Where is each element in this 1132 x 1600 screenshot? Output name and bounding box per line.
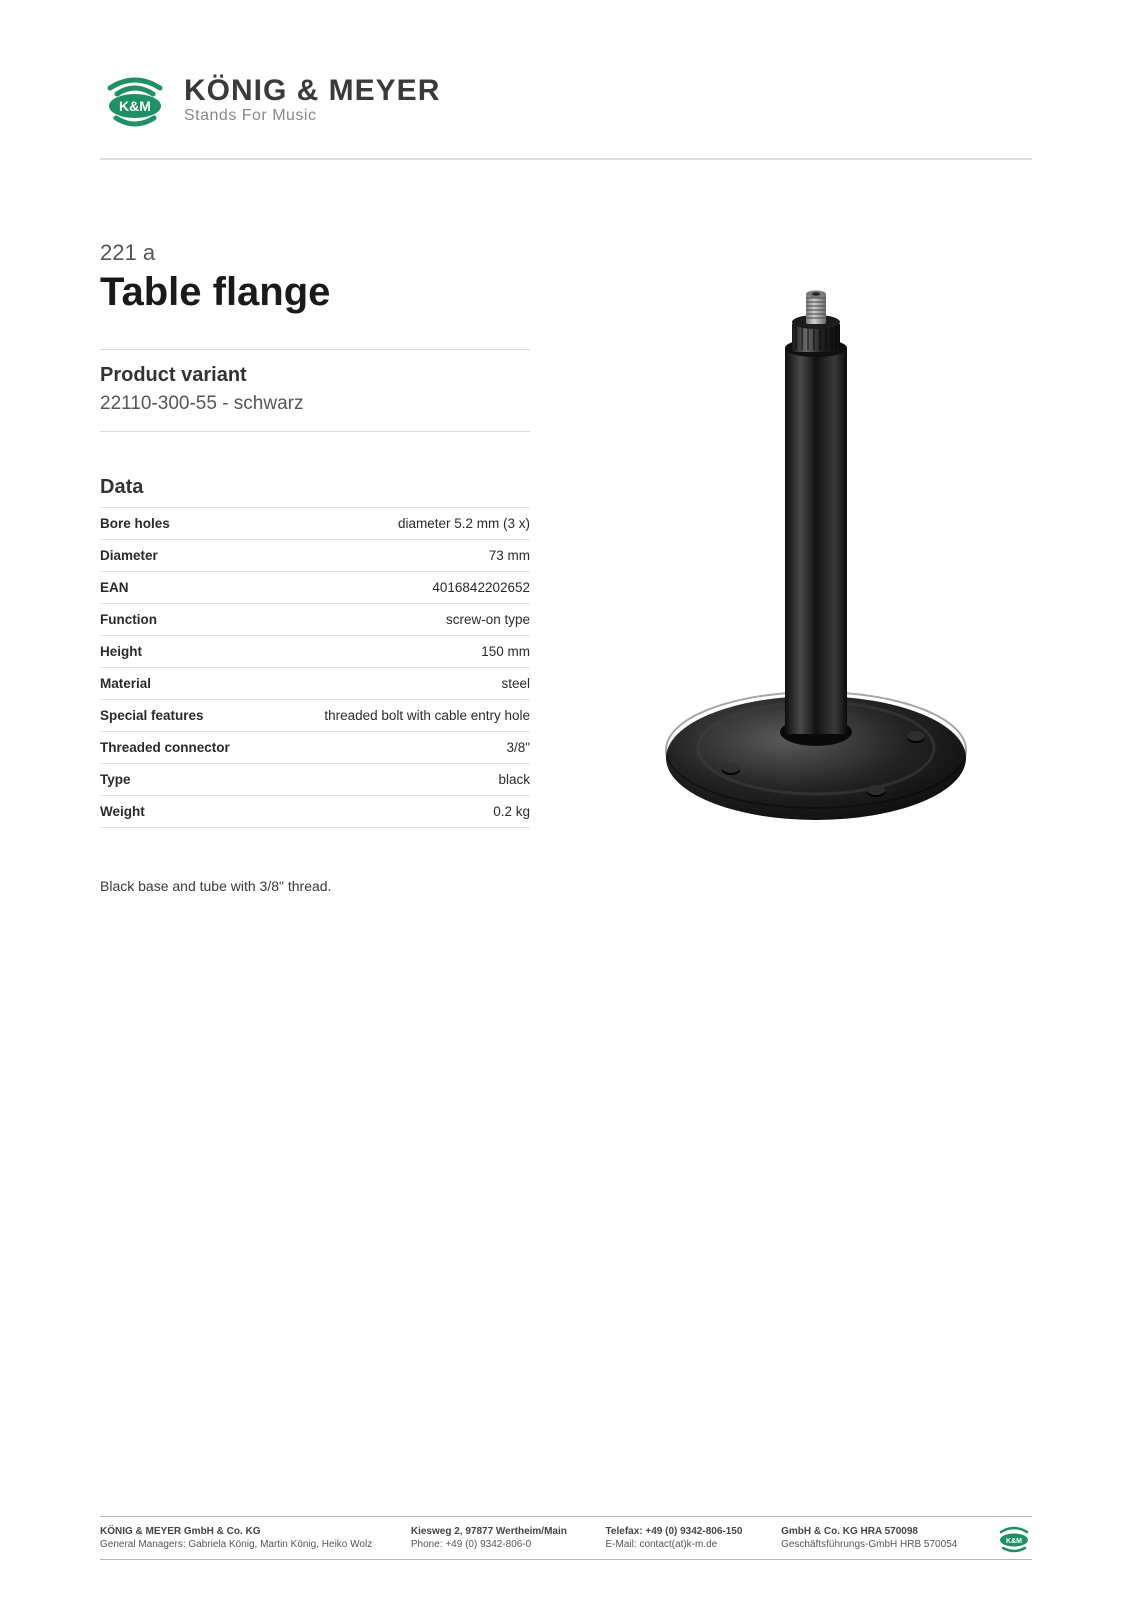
spec-value: 0.2 kg (266, 796, 530, 828)
spec-value: diameter 5.2 mm (3 x) (266, 508, 530, 540)
table-row: Functionscrew-on type (100, 604, 530, 636)
logo-tagline: Stands For Music (184, 108, 440, 124)
product-description: Black base and tube with 3/8" thread. (100, 878, 530, 894)
spec-value: threaded bolt with cable entry hole (266, 700, 530, 732)
table-row: Weight0.2 kg (100, 796, 530, 828)
variant-heading: Product variant (100, 364, 530, 387)
spec-value: 4016842202652 (266, 572, 530, 604)
top-divider (100, 158, 1032, 160)
spec-label: Threaded connector (100, 732, 266, 764)
product-code: 221 a (100, 240, 530, 266)
spec-label: Function (100, 604, 266, 636)
spec-value: 73 mm (266, 540, 530, 572)
spec-label: Weight (100, 796, 266, 828)
spec-table: Bore holesdiameter 5.2 mm (3 x)Diameter7… (100, 507, 530, 828)
table-row: Height150 mm (100, 636, 530, 668)
product-image (646, 280, 986, 840)
table-row: Diameter73 mm (100, 540, 530, 572)
spec-label: Diameter (100, 540, 266, 572)
footer-col-address: Kiesweg 2, 97877 Wertheim/Main Phone: +4… (411, 1525, 567, 1552)
table-row: Materialsteel (100, 668, 530, 700)
spec-label: Material (100, 668, 266, 700)
table-row: Special featuresthreaded bolt with cable… (100, 700, 530, 732)
footer-col-contact: Telefax: +49 (0) 9342-806-150 E-Mail: co… (606, 1525, 743, 1552)
table-row: EAN4016842202652 (100, 572, 530, 604)
spec-label: EAN (100, 572, 266, 604)
spec-label: Height (100, 636, 266, 668)
spec-value: black (266, 764, 530, 796)
spec-value: 3/8" (266, 732, 530, 764)
spec-value: screw-on type (266, 604, 530, 636)
logo-brand-text: KÖNIG & MEYER (184, 76, 440, 106)
footer-logo-icon: K&M (996, 1523, 1032, 1553)
footer-col-registry: GmbH & Co. KG HRA 570098 Geschäftsführun… (781, 1525, 957, 1552)
spec-value: 150 mm (266, 636, 530, 668)
svg-text:K&M: K&M (119, 98, 151, 114)
footer-divider-bottom (100, 1559, 1032, 1560)
variant-value: 22110-300-55 - schwarz (100, 393, 530, 415)
spec-value: steel (266, 668, 530, 700)
footer-divider-top (100, 1516, 1032, 1517)
table-row: Bore holesdiameter 5.2 mm (3 x) (100, 508, 530, 540)
table-row: Threaded connector3/8" (100, 732, 530, 764)
logo-mark-icon: K&M (100, 70, 170, 130)
variant-divider-top (100, 349, 530, 350)
svg-text:K&M: K&M (1006, 1538, 1022, 1545)
data-heading: Data (100, 476, 530, 499)
spec-label: Type (100, 764, 266, 796)
product-title: Table flange (100, 270, 530, 315)
footer-col-company: KÖNIG & MEYER GmbH & Co. KG General Mana… (100, 1525, 372, 1552)
header-logo: K&M KÖNIG & MEYER Stands For Music (100, 70, 1032, 130)
spec-label: Special features (100, 700, 266, 732)
page-footer: KÖNIG & MEYER GmbH & Co. KG General Mana… (100, 1516, 1032, 1560)
table-row: Typeblack (100, 764, 530, 796)
spec-label: Bore holes (100, 508, 266, 540)
